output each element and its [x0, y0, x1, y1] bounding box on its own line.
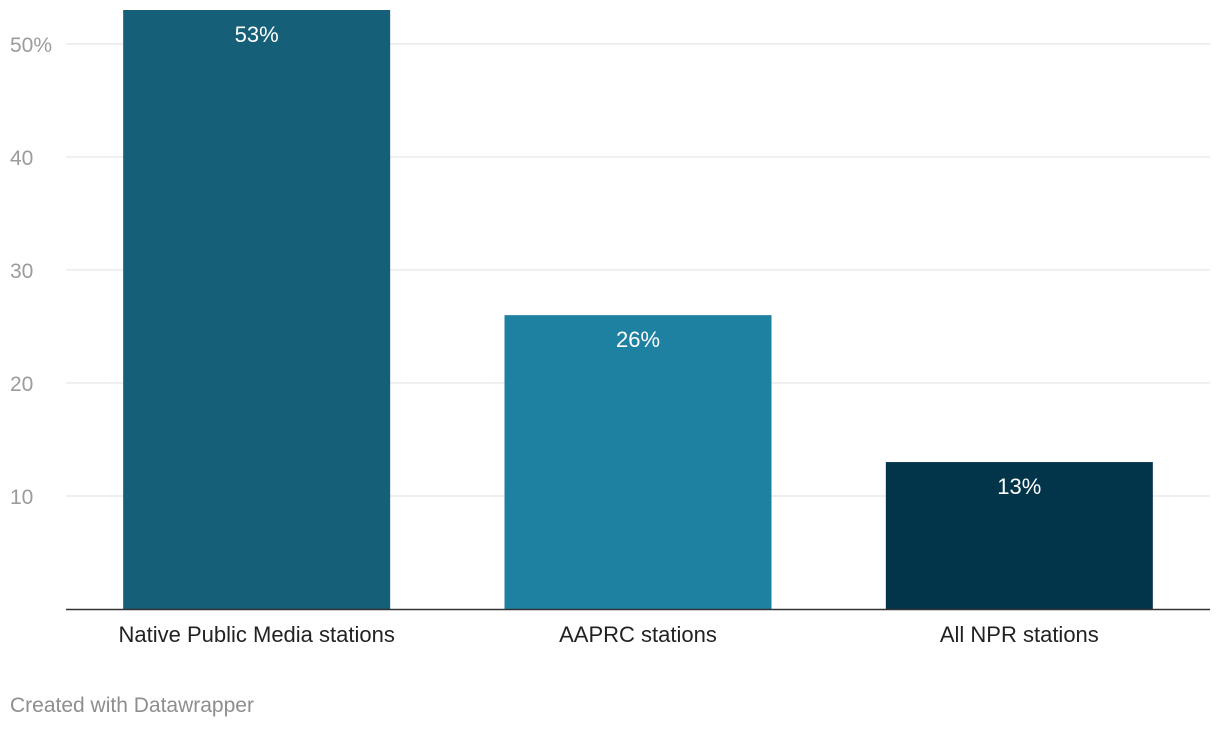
y-axis-tick-labels: 10 20 30 40 50% [10, 34, 52, 509]
y-tick-label: 30 [10, 260, 33, 283]
value-label: 13% [997, 474, 1041, 499]
y-tick-label: 20 [10, 373, 33, 396]
y-tick-label: 10 [10, 486, 33, 509]
y-tick-label: 50% [10, 34, 52, 57]
bar-2 [504, 315, 772, 609]
bar-1 [123, 10, 391, 609]
value-labels: 53% 26% 13% [235, 22, 1042, 499]
category-label: All NPR stations [940, 622, 1099, 647]
y-tick-label: 40 [10, 147, 33, 170]
bars [123, 10, 1153, 609]
value-label: 26% [616, 327, 660, 352]
category-labels: Native Public Media stations AAPRC statio… [118, 622, 1098, 647]
value-label: 53% [235, 22, 279, 47]
bar-3 [885, 462, 1153, 609]
credit-footer: Created with Datawrapper [10, 694, 254, 717]
bar-chart: 10 20 30 40 50% Native Public Media stations… [10, 10, 1210, 647]
category-label: Native Public Media stations [118, 622, 394, 647]
category-label: AAPRC stations [559, 622, 717, 647]
